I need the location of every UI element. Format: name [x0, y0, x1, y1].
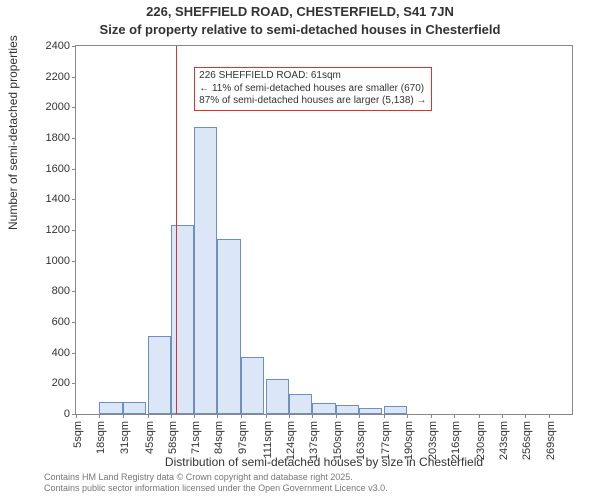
y-tick-label: 800	[52, 285, 70, 297]
x-tick-mark	[76, 414, 77, 418]
annotation-box: 226 SHEFFIELD ROAD: 61sqm← 11% of semi-d…	[194, 67, 431, 111]
y-tick-mark	[72, 77, 76, 78]
x-tick-label: 5sqm	[72, 421, 84, 448]
y-tick-label: 2200	[46, 71, 70, 83]
histogram-bar	[241, 357, 264, 414]
x-tick-mark	[217, 414, 218, 418]
attribution-footer: Contains HM Land Registry data © Crown c…	[44, 472, 388, 494]
x-tick-mark	[479, 414, 480, 418]
x-tick-mark	[289, 414, 290, 418]
y-tick-label: 200	[52, 377, 70, 389]
histogram-bar	[359, 408, 382, 414]
x-tick-label: 45sqm	[144, 421, 156, 454]
x-tick-label: 97sqm	[237, 421, 249, 454]
annotation-line-1: 226 SHEFFIELD ROAD: 61sqm	[199, 70, 426, 83]
y-tick-mark	[72, 322, 76, 323]
histogram-bar	[148, 336, 171, 414]
chart-title-address: 226, SHEFFIELD ROAD, CHESTERFIELD, S41 7…	[0, 4, 600, 19]
x-tick-mark	[525, 414, 526, 418]
x-tick-mark	[194, 414, 195, 418]
x-tick-mark	[312, 414, 313, 418]
footer-line-1: Contains HM Land Registry data © Crown c…	[44, 472, 388, 483]
histogram-bar	[384, 406, 407, 414]
x-tick-mark	[359, 414, 360, 418]
y-tick-mark	[72, 107, 76, 108]
x-tick-mark	[549, 414, 550, 418]
y-tick-label: 1600	[46, 163, 70, 175]
x-tick-mark	[336, 414, 337, 418]
x-tick-mark	[241, 414, 242, 418]
x-tick-mark	[171, 414, 172, 418]
y-tick-mark	[72, 199, 76, 200]
x-tick-label: 111sqm	[262, 421, 274, 459]
y-tick-mark	[72, 46, 76, 47]
histogram-bar	[312, 403, 335, 414]
x-tick-mark	[407, 414, 408, 418]
histogram-bar	[266, 379, 289, 414]
x-tick-label: 31sqm	[119, 421, 131, 454]
y-tick-label: 1000	[46, 255, 70, 267]
y-tick-label: 600	[52, 316, 70, 328]
y-tick-label: 1200	[46, 224, 70, 236]
x-tick-label: 84sqm	[213, 421, 225, 454]
x-tick-mark	[384, 414, 385, 418]
histogram-bar	[171, 225, 194, 414]
annotation-line-3: 87% of semi-detached houses are larger (…	[199, 95, 426, 108]
y-tick-label: 2000	[46, 101, 70, 113]
x-tick-label: 18sqm	[95, 421, 107, 454]
x-tick-mark	[99, 414, 100, 418]
x-tick-mark	[123, 414, 124, 418]
histogram-bar	[123, 402, 146, 414]
histogram-bar	[336, 405, 359, 414]
annotation-line-2: ← 11% of semi-detached houses are smalle…	[199, 83, 426, 96]
y-axis-label: Number of semi-detached properties	[6, 35, 20, 230]
x-tick-mark	[266, 414, 267, 418]
y-tick-label: 1800	[46, 132, 70, 144]
reference-line	[176, 46, 177, 414]
histogram-plot-area: 226 SHEFFIELD ROAD: 61sqm← 11% of semi-d…	[75, 45, 573, 415]
x-tick-label: 58sqm	[167, 421, 179, 454]
y-tick-mark	[72, 138, 76, 139]
y-tick-mark	[72, 261, 76, 262]
y-tick-label: 1400	[46, 193, 70, 205]
footer-line-2: Contains public sector information licen…	[44, 483, 388, 494]
y-tick-mark	[72, 383, 76, 384]
y-tick-label: 400	[52, 347, 70, 359]
x-tick-mark	[148, 414, 149, 418]
x-axis-label: Distribution of semi-detached houses by …	[75, 455, 573, 469]
y-tick-mark	[72, 353, 76, 354]
histogram-bar	[289, 394, 312, 414]
histogram-bar	[99, 402, 122, 414]
chart-subtitle: Size of property relative to semi-detach…	[0, 22, 600, 37]
histogram-bar	[217, 239, 240, 414]
x-tick-mark	[454, 414, 455, 418]
y-tick-label: 2400	[46, 40, 70, 52]
y-tick-mark	[72, 230, 76, 231]
x-tick-label: 71sqm	[190, 421, 202, 454]
x-tick-mark	[431, 414, 432, 418]
histogram-bar	[194, 127, 217, 414]
x-tick-mark	[502, 414, 503, 418]
y-tick-label: 0	[64, 408, 70, 420]
y-tick-mark	[72, 169, 76, 170]
y-tick-mark	[72, 291, 76, 292]
